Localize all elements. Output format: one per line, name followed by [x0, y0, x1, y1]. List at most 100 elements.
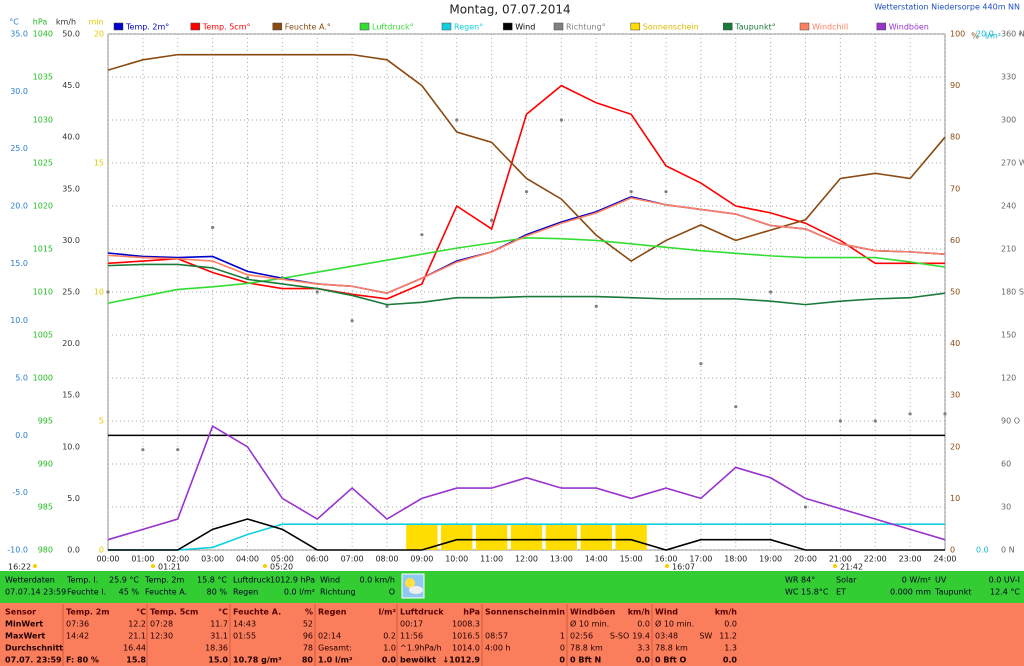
- current-value: Wetterdaten: [5, 576, 55, 585]
- y-tick-label: 985: [38, 503, 53, 512]
- x-tick-label: 23:00: [899, 555, 922, 564]
- table-cell: 0 Bft N: [570, 656, 601, 665]
- legend-label: Temp. 5cm°: [202, 23, 251, 32]
- table-cell: 03:48: [655, 632, 678, 641]
- axis-unit: km/h: [56, 18, 76, 27]
- table-cell: 0 Bft O: [655, 656, 687, 665]
- y-tick-label: 60: [1001, 460, 1011, 469]
- table-cell: 80: [302, 656, 314, 665]
- table-cell: 02:56: [570, 632, 593, 641]
- table-cell: 0: [560, 644, 565, 653]
- sunshine-bar: [580, 524, 612, 550]
- table-cell: km/h: [628, 608, 651, 617]
- current-value: 80 %: [207, 588, 228, 597]
- direction-dot: [803, 505, 808, 509]
- table-cell: 18.36: [205, 644, 228, 653]
- sunshine-bar: [475, 524, 508, 550]
- table-cell: Luftdruck: [400, 608, 444, 617]
- table-cell: Ø 10 min.: [570, 619, 609, 629]
- x-tick-label: 03:00: [201, 555, 224, 564]
- x-tick-label: 17:00: [689, 555, 712, 564]
- table-cell: %: [305, 608, 313, 617]
- sunshine-bar: [441, 524, 473, 550]
- y-tick-label: 120: [1001, 374, 1016, 383]
- table-cell: Temp. 5cm: [150, 608, 198, 617]
- current-value: 0.000 mm: [890, 588, 931, 597]
- y-tick-label: 70: [950, 184, 960, 193]
- legend-label: Regen°: [454, 23, 483, 32]
- direction-dot: [141, 448, 145, 452]
- annotation: 21:42: [840, 563, 863, 572]
- table-cell: min: [548, 608, 565, 617]
- table-cell: bewölkt: [400, 656, 436, 665]
- direction-dot: [211, 225, 215, 230]
- y-tick-label: 35.0: [62, 184, 80, 193]
- annotation: 16:22: [8, 563, 31, 572]
- x-tick-label: 11:00: [480, 555, 503, 564]
- y-tick-label: 40: [950, 339, 960, 348]
- current-value: Temp. I.: [66, 576, 98, 585]
- table-cell: MaxWert: [5, 632, 45, 641]
- y-tick-label: 50: [950, 288, 960, 297]
- current-panel: [0, 571, 1024, 603]
- y-tick-label: 270 W: [1001, 159, 1024, 168]
- x-tick-label: 18:00: [724, 555, 747, 564]
- current-value: Regen: [233, 588, 258, 597]
- current-value: Temp. 2m: [144, 576, 184, 585]
- direction-dot: [908, 412, 912, 416]
- table-cell: km/h: [715, 608, 738, 617]
- current-value: WR 84°: [785, 576, 815, 585]
- table-cell: °C: [136, 608, 146, 617]
- table-cell: 12:30: [150, 632, 173, 641]
- current-value: 25.9 °C: [109, 576, 139, 585]
- legend-swatch: [190, 22, 201, 31]
- legend-label: Windböen: [889, 23, 929, 32]
- table-cell: 1014.0: [452, 644, 480, 653]
- y-tick-label: 1020: [33, 202, 53, 211]
- y-tick-label: 90: [950, 81, 960, 90]
- weather-icon-cloud: [409, 586, 423, 594]
- direction-dot: [455, 118, 459, 122]
- table-cell: 15.0: [208, 656, 228, 665]
- annotation: 05:20: [270, 563, 293, 572]
- current-value: Feuchte I.: [67, 588, 106, 597]
- x-tick-label: 10:00: [445, 555, 468, 564]
- y-tick-label: 30: [950, 391, 960, 400]
- stats-panel: [0, 603, 1024, 666]
- direction-dot: [385, 304, 389, 308]
- table-cell: 78.8 km: [570, 644, 603, 653]
- series-line: [107, 53, 946, 262]
- x-tick-label: 15:00: [620, 555, 643, 564]
- legend-swatch: [722, 22, 733, 31]
- table-cell: 15.8: [126, 656, 146, 665]
- y-tick-label: 0.0: [15, 431, 28, 440]
- axis-unit: min: [88, 18, 103, 27]
- table-cell: Feuchte A.: [233, 608, 281, 617]
- y-tick-label: 10: [950, 494, 960, 503]
- table-cell: 0.0: [724, 620, 737, 629]
- y-tick-label: 5.0: [67, 494, 80, 503]
- table-cell: S-SO: [610, 632, 629, 641]
- legend-label: Windchill: [812, 23, 848, 32]
- y-tick-label: 300: [1001, 116, 1016, 125]
- current-value: Richtung: [320, 588, 356, 597]
- table-cell: 0.0: [637, 620, 650, 629]
- y-tick-label: 1035: [33, 73, 53, 82]
- y-tick-label: 30: [1001, 503, 1011, 512]
- current-value: UV: [935, 576, 947, 585]
- current-value: O: [389, 588, 395, 597]
- legend-label: Taupunkt°: [734, 23, 776, 32]
- y-tick-label: 995: [38, 417, 53, 426]
- y-tick-label: 90 O: [1001, 417, 1020, 426]
- legend-swatch: [359, 22, 370, 31]
- table-cell: 1.3: [724, 644, 737, 653]
- legend-label: Luftdruck°: [372, 23, 414, 32]
- table-cell: 11.7: [210, 620, 228, 629]
- current-value: 0.0 km/h: [360, 576, 395, 585]
- current-value: Luftdruck: [233, 576, 271, 585]
- table-cell: 1.0 l/m²: [318, 656, 353, 665]
- y-tick-label: 1040: [33, 30, 53, 39]
- x-tick-label: 09:00: [410, 555, 433, 564]
- current-value: WC 15.8°C: [785, 588, 829, 597]
- y-tick-label: 5.0: [15, 374, 28, 383]
